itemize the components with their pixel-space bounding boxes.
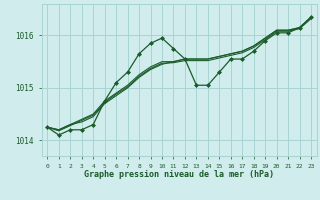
X-axis label: Graphe pression niveau de la mer (hPa): Graphe pression niveau de la mer (hPa) bbox=[84, 170, 274, 179]
